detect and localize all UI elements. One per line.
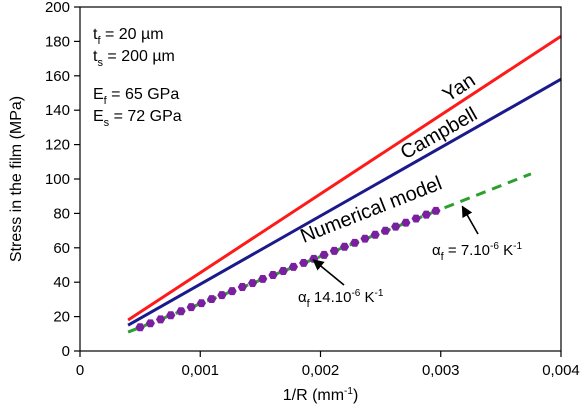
numerical-model-line	[127, 172, 532, 334]
alpha-annotation: αf = 7.10-6 K-1	[432, 241, 522, 263]
x-tick-label: 0,002	[302, 362, 340, 379]
model-data-point	[166, 311, 176, 320]
y-tick-label: 100	[45, 171, 70, 188]
model-data-point	[411, 214, 421, 223]
model-data-point	[380, 226, 391, 235]
model-data-point	[247, 279, 258, 288]
y-tick-label: 20	[53, 309, 70, 326]
model-data-point	[155, 315, 166, 324]
y-tick-label: 160	[45, 68, 70, 85]
model-data-point	[186, 303, 196, 312]
model-data-point	[278, 267, 288, 275]
model-data-point	[145, 319, 155, 328]
parameter-line: tf = 20 µm	[93, 26, 164, 47]
model-data-point	[391, 222, 401, 231]
y-tick-label: 60	[53, 240, 70, 257]
model-data-point	[350, 238, 360, 247]
model-data-point	[299, 258, 309, 267]
model-data-point	[329, 246, 339, 255]
x-tick-label: 0,003	[422, 362, 460, 379]
model-data-point	[135, 323, 145, 332]
y-tick-label: 0	[62, 343, 70, 360]
y-axis: 0 20 40 60 80 100 120 140 160 180 200	[45, 0, 80, 360]
x-tick-label: 0	[76, 362, 84, 379]
model-data-point	[360, 234, 370, 243]
model-data-point	[401, 218, 411, 227]
yan-line	[127, 34, 562, 322]
y-tick-label: 140	[45, 102, 70, 119]
annotation-arrow	[461, 205, 479, 235]
model-data-point	[268, 270, 278, 279]
parameter-line: Es = 72 GPa	[93, 108, 182, 129]
model-data-point	[207, 295, 217, 304]
alpha-annotation: αf 14.10-6 K-1	[298, 288, 384, 310]
y-tick-label: 40	[53, 274, 70, 291]
campbell-line	[127, 77, 562, 327]
model-data-point	[227, 287, 237, 296]
parameter-line: Ef = 65 GPa	[93, 86, 179, 107]
campbell-label: Campbell	[397, 103, 481, 164]
model-data-point	[196, 299, 207, 308]
model-data-point	[370, 230, 380, 239]
y-tick-label: 200	[45, 0, 70, 16]
model-data-point	[258, 274, 268, 283]
annotations: αf = 7.10-6 K-1 αf 14.10-6 K-1	[298, 205, 522, 310]
plot-area	[127, 34, 562, 334]
model-data-point	[339, 242, 350, 251]
yan-label: Yan	[439, 69, 480, 106]
y-tick-label: 180	[45, 33, 70, 50]
annotation-arrow	[312, 259, 345, 286]
y-tick-label: 120	[45, 137, 70, 154]
y-tick-label: 80	[53, 205, 70, 222]
model-data-point	[217, 291, 227, 300]
x-tick-label: 0,004	[542, 362, 580, 379]
parameter-line: ts = 200 µm	[93, 48, 175, 69]
model-data-point	[319, 250, 329, 259]
model-data-point	[176, 307, 186, 316]
model-data-point	[431, 206, 441, 215]
y-axis-title: Stress in the film (MPa)	[8, 96, 25, 262]
x-axis: 0 0,001 0,002 0,003 0,004	[76, 351, 580, 379]
model-data-point	[288, 262, 299, 271]
model-data-point	[421, 210, 431, 219]
model-data-point	[237, 283, 247, 291]
x-tick-label: 0,001	[181, 362, 219, 379]
x-axis-title: 1/R (mm-1)	[283, 386, 359, 404]
